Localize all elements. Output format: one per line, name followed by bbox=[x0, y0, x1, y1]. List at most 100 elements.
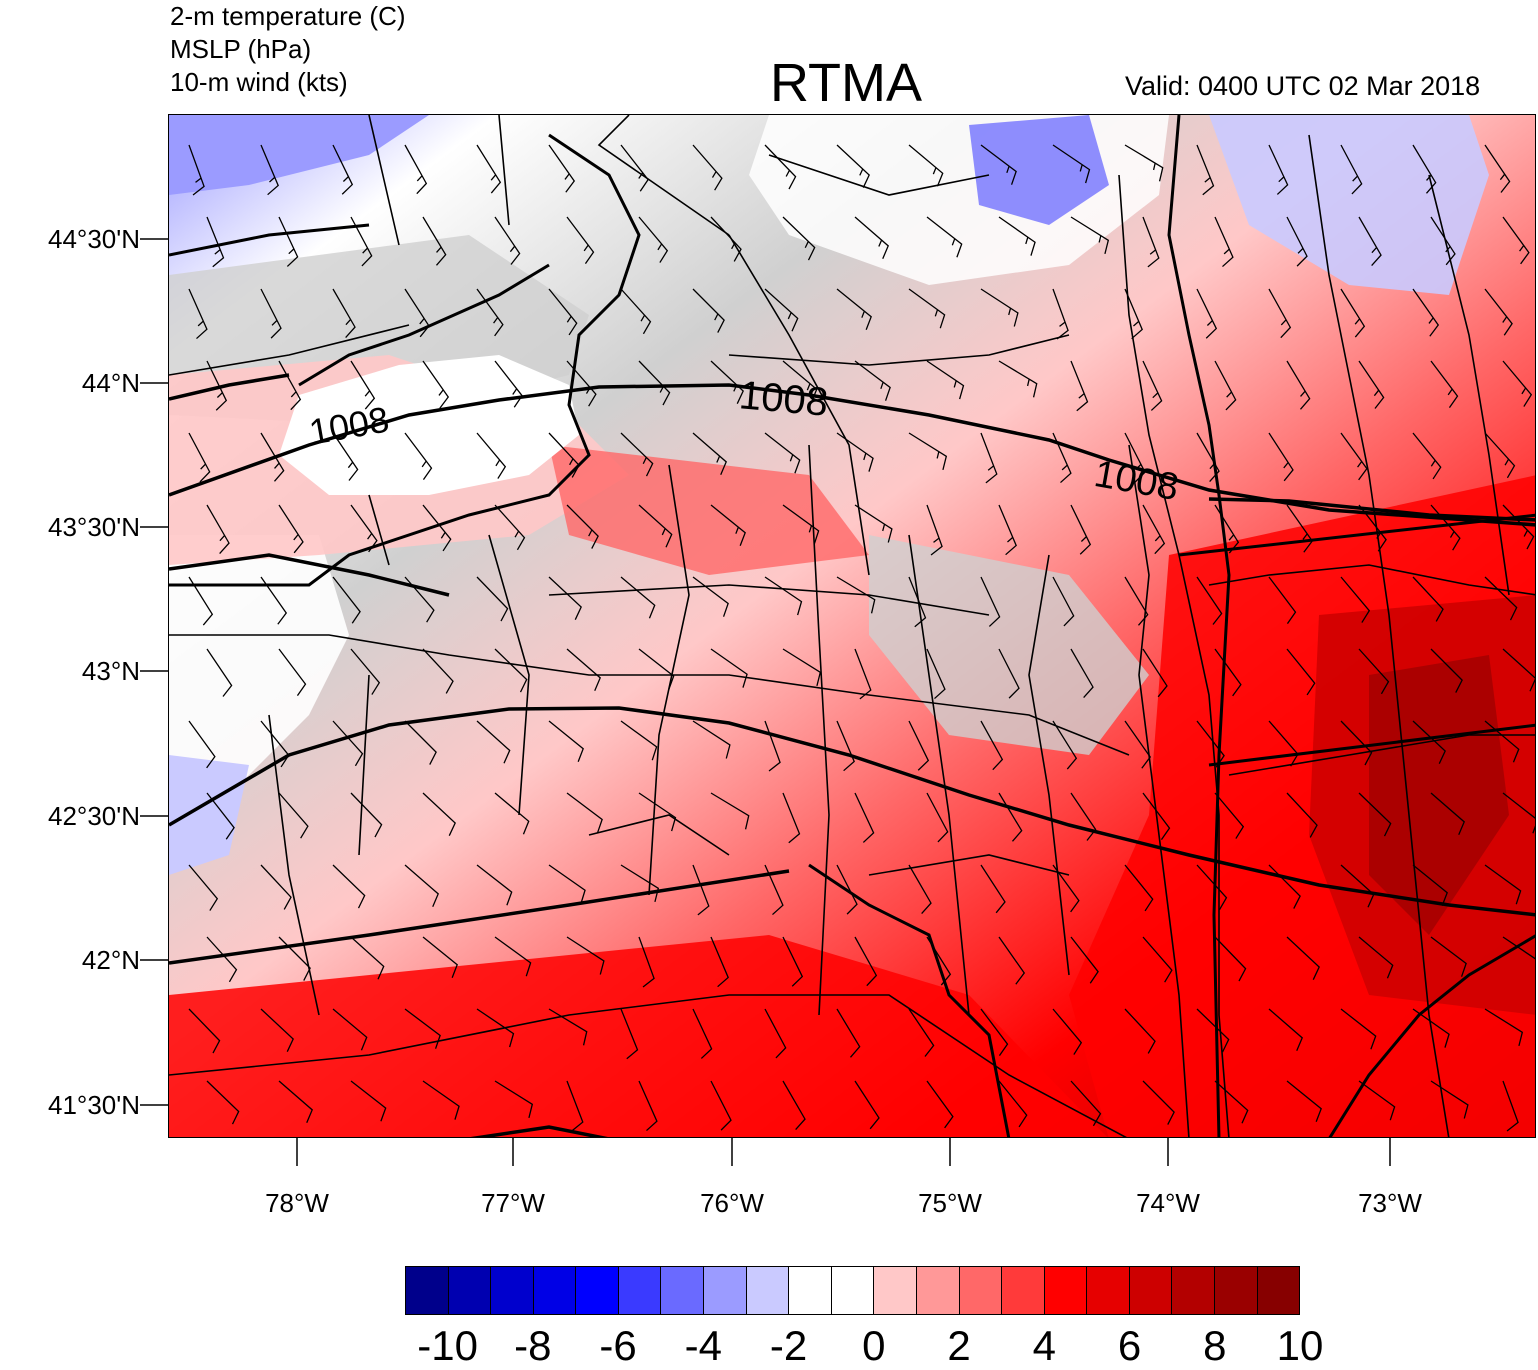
lon-label-77w: 77°W bbox=[481, 1188, 545, 1218]
wind-barb bbox=[1124, 720, 1152, 769]
wind-barb bbox=[548, 144, 576, 193]
wind-barb bbox=[1430, 792, 1465, 836]
wind-barb bbox=[782, 648, 822, 687]
wind-barb bbox=[404, 1008, 441, 1049]
wind-barb bbox=[1196, 1008, 1230, 1053]
wind-barb bbox=[638, 648, 675, 690]
wind-barb bbox=[1052, 1008, 1083, 1055]
wind-barb bbox=[1286, 648, 1316, 696]
wind-barb bbox=[1340, 576, 1371, 623]
wind-barb bbox=[476, 288, 504, 337]
wind-barb bbox=[1502, 360, 1533, 407]
wind-barb bbox=[350, 792, 383, 838]
wind-barb bbox=[260, 144, 279, 196]
wind-barb bbox=[1070, 792, 1097, 841]
wind-barb bbox=[548, 864, 586, 904]
lat-label-43-30: 43°30'N bbox=[48, 512, 140, 542]
lon-ticks bbox=[296, 1138, 1391, 1166]
wind-barb bbox=[836, 720, 855, 772]
wind-barb bbox=[980, 720, 1004, 771]
wind-barb bbox=[206, 360, 228, 411]
wind-barb bbox=[548, 288, 578, 336]
colorbar-swatch bbox=[448, 1267, 492, 1314]
wind-barb bbox=[638, 1080, 658, 1132]
wind-barb bbox=[764, 432, 801, 474]
wind-barb bbox=[188, 720, 216, 769]
wind-barb bbox=[980, 864, 1006, 914]
colorbar-swatch bbox=[959, 1267, 1003, 1314]
wind-barb bbox=[188, 144, 205, 196]
wind-barb bbox=[1412, 720, 1446, 764]
wind-barb bbox=[476, 720, 511, 764]
lat-label-44-30: 44°30'N bbox=[48, 224, 140, 254]
wind-barb bbox=[1286, 216, 1308, 267]
wind-barb bbox=[620, 576, 656, 619]
wind-barb bbox=[1358, 792, 1392, 837]
wind-barb bbox=[854, 216, 889, 260]
wind-barb bbox=[494, 216, 521, 265]
wind-barb bbox=[278, 1080, 313, 1124]
wind-barb bbox=[1412, 432, 1442, 480]
wind-barb bbox=[422, 360, 450, 409]
wind-variable-label: 10-m wind (kts) bbox=[170, 67, 348, 97]
wind-barb bbox=[476, 432, 507, 479]
wind-barb bbox=[1358, 360, 1385, 409]
wind-barb bbox=[620, 432, 654, 477]
wind-barb bbox=[1214, 360, 1237, 411]
wind-barb bbox=[836, 288, 872, 330]
wind-barb bbox=[1052, 288, 1069, 340]
wind-barb bbox=[1340, 432, 1368, 481]
wind-barb bbox=[764, 576, 803, 616]
wind-barb bbox=[1214, 216, 1234, 268]
isobar-label: 1008 bbox=[737, 373, 830, 425]
colorbar-tick-label: 6 bbox=[1117, 1322, 1142, 1369]
wind-barb bbox=[548, 1008, 588, 1046]
lon-label-75w: 75°W bbox=[918, 1188, 982, 1218]
wind-barb bbox=[206, 792, 235, 840]
wind-barb bbox=[566, 504, 599, 549]
map-title: RTMA bbox=[770, 53, 923, 113]
wind-barb bbox=[404, 288, 430, 338]
colorbar-swatch bbox=[576, 1267, 619, 1314]
colorbar-tick-label: 10 bbox=[1276, 1322, 1324, 1369]
wind-barb bbox=[1196, 144, 1215, 196]
wind-barb bbox=[836, 576, 876, 614]
wind-barb bbox=[494, 648, 528, 693]
wind-barb bbox=[1142, 504, 1166, 555]
wind-barb bbox=[1124, 144, 1164, 182]
colorbar-swatch bbox=[874, 1267, 917, 1314]
wind-barb bbox=[350, 648, 381, 695]
wind-barb bbox=[1070, 1080, 1102, 1127]
wind-barb bbox=[926, 1080, 954, 1129]
wind-barb bbox=[692, 432, 727, 476]
wind-barb bbox=[1484, 720, 1520, 763]
wind-barb bbox=[1484, 864, 1522, 905]
colorbar-tick-label: 4 bbox=[1032, 1322, 1056, 1369]
colorbar-swatch bbox=[1044, 1267, 1088, 1314]
wind-barb bbox=[692, 864, 710, 916]
wind-barb bbox=[1268, 720, 1299, 767]
wind-barb bbox=[1358, 504, 1387, 552]
wind-barb bbox=[1052, 720, 1078, 770]
wind-barb bbox=[1358, 936, 1394, 979]
temperature-field bbox=[169, 115, 1535, 1137]
wind-barb bbox=[188, 576, 214, 626]
wind-barb bbox=[404, 432, 433, 480]
wind-barb bbox=[1358, 1080, 1396, 1121]
wind-barb bbox=[1142, 216, 1160, 268]
wind-barb bbox=[764, 1008, 787, 1059]
wind-barb bbox=[404, 144, 428, 195]
wind-barb bbox=[1214, 648, 1242, 697]
wind-barb bbox=[1196, 288, 1218, 339]
wind-barb bbox=[1358, 648, 1390, 695]
wind-barb bbox=[1268, 432, 1294, 482]
wind-barb bbox=[620, 864, 660, 903]
wind-barb bbox=[764, 864, 784, 916]
wind-barb bbox=[908, 720, 930, 771]
colorbar-swatch bbox=[1087, 1267, 1130, 1314]
wind-barb bbox=[998, 504, 1017, 556]
wind-barb bbox=[692, 1008, 713, 1059]
wind-barb bbox=[1412, 1008, 1450, 1048]
lon-label-73w: 73°W bbox=[1358, 1188, 1422, 1218]
wind-barb bbox=[998, 360, 1038, 398]
